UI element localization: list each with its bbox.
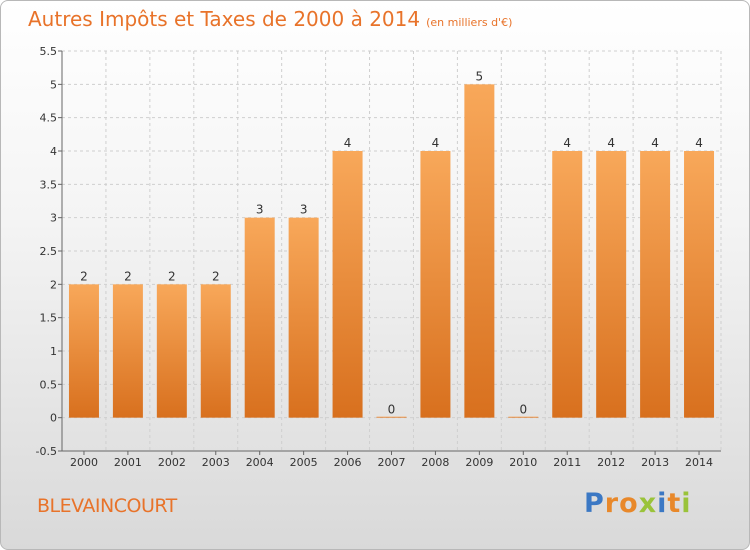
x-tick-label: 2001 — [114, 456, 142, 469]
y-tick-label: 2 — [50, 278, 57, 291]
bar-value-label: 4 — [695, 136, 703, 150]
y-tick-label: 4.5 — [40, 112, 58, 125]
commune-name: BLEVAINCOURT — [37, 495, 177, 517]
logo-letter: o — [619, 488, 639, 519]
bar-value-label: 2 — [212, 269, 220, 283]
bar-value-label: 3 — [300, 203, 308, 217]
x-tick-label: 2010 — [509, 456, 537, 469]
x-tick-label: 2013 — [641, 456, 669, 469]
x-tick-label: 2003 — [202, 456, 230, 469]
x-tick-label: 2008 — [421, 456, 449, 469]
x-tick-label: 2011 — [553, 456, 581, 469]
y-tick-label: 1 — [50, 345, 57, 358]
bar — [112, 284, 143, 418]
y-tick-label: 5 — [50, 78, 57, 91]
bar-value-label: 3 — [256, 203, 264, 217]
bar-value-label: 4 — [563, 136, 571, 150]
y-tick-label: 2.5 — [40, 245, 58, 258]
bar — [596, 151, 627, 418]
bar — [332, 151, 363, 418]
bar — [420, 151, 451, 418]
bar — [684, 151, 715, 418]
y-tick-label: 3.5 — [40, 178, 58, 191]
logo-letter: P — [584, 488, 605, 519]
y-tick-label: 1.5 — [40, 312, 58, 325]
y-tick-label: 5.5 — [40, 45, 58, 58]
bar — [200, 284, 231, 418]
logo-letter: i — [657, 488, 668, 519]
bar-value-label: 0 — [519, 403, 527, 417]
bar — [244, 217, 275, 418]
bar — [288, 217, 319, 418]
x-tick-label: 2000 — [70, 456, 98, 469]
bar-value-label: 4 — [651, 136, 659, 150]
y-tick-label: 0 — [50, 412, 57, 425]
bar-value-label: 5 — [476, 69, 484, 83]
y-tick-label: 3 — [50, 212, 57, 225]
bar — [68, 284, 99, 418]
x-tick-label: 2004 — [246, 456, 274, 469]
logo-letter: t — [667, 488, 682, 519]
x-tick-label: 2002 — [158, 456, 186, 469]
bar — [464, 84, 495, 418]
bar-value-label: 4 — [344, 136, 352, 150]
bar — [640, 151, 671, 418]
bar-value-label: 4 — [607, 136, 615, 150]
unit-label: (en milliers d'€) — [426, 16, 513, 29]
x-tick-label: 2006 — [334, 456, 362, 469]
logo-letter: i — [681, 488, 692, 519]
bar — [508, 416, 539, 418]
bar-value-label: 2 — [124, 269, 132, 283]
proxiti-logo: Proxiti — [584, 488, 692, 519]
y-tick-label: -0.5 — [36, 445, 57, 458]
logo-letter: r — [604, 488, 620, 519]
chart-title: Autres Impôts et Taxes de 2000 à 2014 (en… — [28, 7, 512, 31]
chart-title-text: Autres Impôts et Taxes de 2000 à 2014 — [28, 7, 421, 31]
x-tick-label: 2007 — [378, 456, 406, 469]
y-tick-label: 4 — [50, 145, 57, 158]
x-tick-label: 2005 — [290, 456, 318, 469]
x-tick-label: 2012 — [597, 456, 625, 469]
bar-value-label: 4 — [432, 136, 440, 150]
x-tick-label: 2009 — [465, 456, 493, 469]
bar — [376, 416, 407, 418]
y-tick-label: 0.5 — [40, 378, 58, 391]
x-tick-label: 2014 — [685, 456, 713, 469]
bar — [156, 284, 187, 418]
bar-value-label: 2 — [80, 269, 88, 283]
bar — [552, 151, 583, 418]
bar-value-label: 0 — [388, 403, 396, 417]
bar-value-label: 2 — [168, 269, 176, 283]
logo-letter: x — [638, 488, 658, 519]
